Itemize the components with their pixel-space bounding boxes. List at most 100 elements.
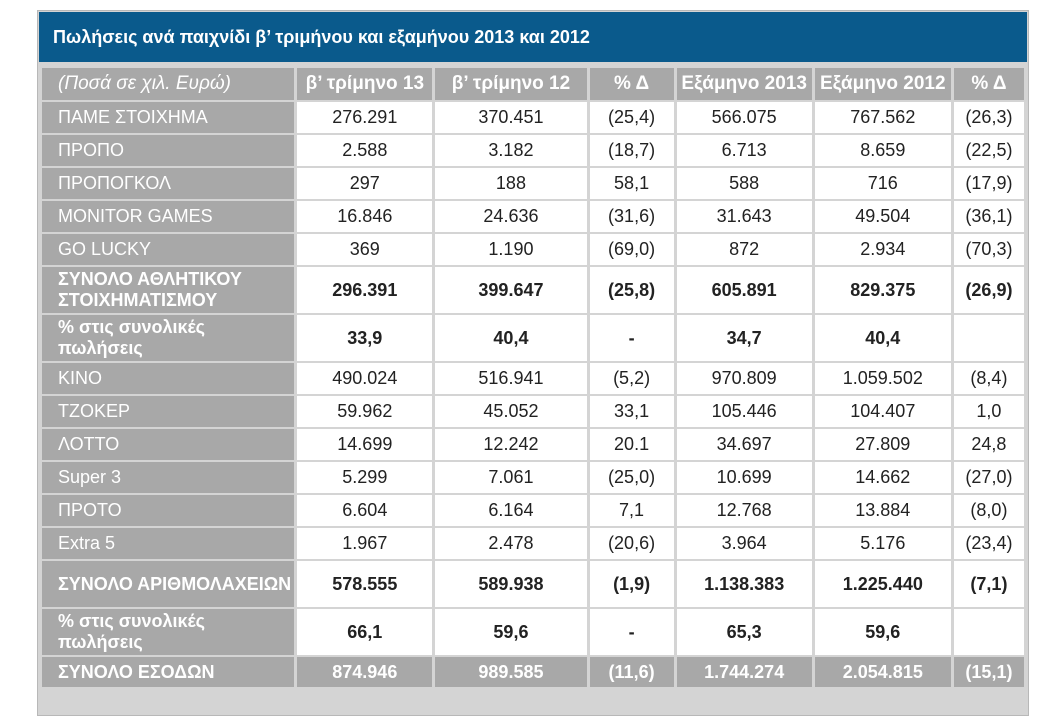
q2-2013-value: 14.699: [297, 429, 433, 460]
half-2013-value: 65,3: [676, 609, 812, 655]
row-label: ΠΡΟΠΟ: [42, 135, 295, 166]
half-change-value: (22,5): [953, 135, 1024, 166]
q2-2012-value: 59,6: [435, 609, 587, 655]
half-change-value: 1,0: [953, 396, 1024, 427]
q2-2012-value: 24.636: [435, 201, 587, 232]
half-change-value: (26,9): [953, 267, 1024, 313]
half-2012-value: 14.662: [814, 462, 951, 493]
half-2012-value: 716: [814, 168, 951, 199]
half-change-value: (27,0): [953, 462, 1024, 493]
q2-2013-value: 59.962: [297, 396, 433, 427]
q2-2012-value: 7.061: [435, 462, 587, 493]
table-row: GO LUCKY 369 1.190 (69,0) 872 2.934 (70,3): [42, 234, 1024, 265]
quarter-change-value: (25,4): [589, 102, 674, 133]
q2-2012-value: 3.182: [435, 135, 587, 166]
q2-2012-value: 45.052: [435, 396, 587, 427]
row-label: ΣΥΝΟΛΟ ΑΡΙΘΜΟΛΑΧΕΙΩΝ: [42, 561, 295, 607]
half-2012-value: 2.054.815: [814, 657, 951, 687]
q2-2013-value: 33,9: [297, 315, 433, 361]
quarter-change-value: (5,2): [589, 363, 674, 394]
half-2013-value: 1.138.383: [676, 561, 812, 607]
quarter-change-value: -: [589, 609, 674, 655]
half-2012-value: 27.809: [814, 429, 951, 460]
q2-2013-value: 6.604: [297, 495, 433, 526]
header-units: (Ποσά σε χιλ. Ευρώ): [42, 68, 295, 100]
row-label: ΠΑΜΕ ΣΤΟΙΧΗΜΑ: [42, 102, 295, 133]
row-label: ΣΥΝΟΛΟ ΕΣΟΔΩΝ: [42, 657, 295, 687]
q2-2012-value: 989.585: [435, 657, 587, 687]
quarter-change-value: -: [589, 315, 674, 361]
half-2013-value: 10.699: [676, 462, 812, 493]
quarter-change-value: (25,0): [589, 462, 674, 493]
quarter-change-value: 20.1: [589, 429, 674, 460]
half-change-value: (26,3): [953, 102, 1024, 133]
half-2012-value: 13.884: [814, 495, 951, 526]
half-2013-value: 12.768: [676, 495, 812, 526]
row-label: Super 3: [42, 462, 295, 493]
quarter-change-value: (11,6): [589, 657, 674, 687]
row-label: MONITOR GAMES: [42, 201, 295, 232]
row-label: ΣΥΝΟΛΟ ΑΘΛΗΤΙΚΟΥ ΣΤΟΙΧΗΜΑΤΙΣΜΟΥ: [42, 267, 295, 313]
total-row: ΣΥΝΟΛΟ ΕΣΟΔΩΝ 874.946 989.585 (11,6) 1.744.2…: [42, 657, 1024, 687]
row-label: ΤΖΟΚΕΡ: [42, 396, 295, 427]
q2-2013-value: 578.555: [297, 561, 433, 607]
quarter-change-value: 33,1: [589, 396, 674, 427]
row-label: ΠΡΟΤΟ: [42, 495, 295, 526]
q2-2012-value: 6.164: [435, 495, 587, 526]
quarter-change-value: (18,7): [589, 135, 674, 166]
quarter-change-value: (69,0): [589, 234, 674, 265]
table-row: ΠΡΟΤΟ 6.604 6.164 7,1 12.768 13.884 (8,0): [42, 495, 1024, 526]
q2-2013-value: 490.024: [297, 363, 433, 394]
q2-2013-value: 66,1: [297, 609, 433, 655]
row-label: ΛΟΤΤΟ: [42, 429, 295, 460]
q2-2012-value: 1.190: [435, 234, 587, 265]
row-label: ΚΙΝΟ: [42, 363, 295, 394]
quarter-change-value: (25,8): [589, 267, 674, 313]
header-half-2012: Εξάμηνο 2012: [814, 68, 951, 100]
half-2012-value: 1.225.440: [814, 561, 951, 607]
q2-2013-value: 296.391: [297, 267, 433, 313]
half-change-value: (8,4): [953, 363, 1024, 394]
row-label: % στις συνολικές πωλήσεις: [42, 315, 295, 361]
q2-2013-value: 16.846: [297, 201, 433, 232]
q2-2013-value: 5.299: [297, 462, 433, 493]
row-label: Extra 5: [42, 528, 295, 559]
half-2012-value: 49.504: [814, 201, 951, 232]
half-2012-value: 829.375: [814, 267, 951, 313]
table-row: ΣΥΝΟΛΟ ΑΘΛΗΤΙΚΟΥ ΣΤΟΙΧΗΜΑΤΙΣΜΟΥ 296.391 39…: [42, 267, 1024, 313]
row-label: % στις συνολικές πωλήσεις: [42, 609, 295, 655]
half-change-value: (8,0): [953, 495, 1024, 526]
table-row: % στις συνολικές πωλήσεις 66,1 59,6-65,3 59…: [42, 609, 1024, 655]
quarter-change-value: 7,1: [589, 495, 674, 526]
half-2012-value: 104.407: [814, 396, 951, 427]
q2-2012-value: 188: [435, 168, 587, 199]
row-label: ΠΡΟΠΟΓΚΟΛ: [42, 168, 295, 199]
table-row: % στις συνολικές πωλήσεις 33,9 40,4-34,7 40…: [42, 315, 1024, 361]
half-2013-value: 31.643: [676, 201, 812, 232]
quarter-change-value: 58,1: [589, 168, 674, 199]
header-half-2013: Εξάμηνο 2013: [676, 68, 812, 100]
table-row: MONITOR GAMES 16.846 24.636 (31,6) 31.643 49.…: [42, 201, 1024, 232]
half-change-value: (70,3): [953, 234, 1024, 265]
quarter-change-value: (1,9): [589, 561, 674, 607]
half-change-value: 24,8: [953, 429, 1024, 460]
half-change-value: (23,4): [953, 528, 1024, 559]
table-row: ΚΙΝΟ 490.024 516.941 (5,2) 970.809 1.059.502(…: [42, 363, 1024, 394]
half-2013-value: 6.713: [676, 135, 812, 166]
header-q2-2013: β’ τρίμηνο 13: [297, 68, 433, 100]
q2-2012-value: 2.478: [435, 528, 587, 559]
half-change-value: (15,1): [953, 657, 1024, 687]
header-q2-2012: β’ τρίμηνο 12: [435, 68, 587, 100]
half-2012-value: 2.934: [814, 234, 951, 265]
q2-2012-value: 589.938: [435, 561, 587, 607]
q2-2013-value: 297: [297, 168, 433, 199]
table-row: ΠΑΜΕ ΣΤΟΙΧΗΜΑ 276.291 370.451 (25,4) 566.075…: [42, 102, 1024, 133]
q2-2013-value: 874.946: [297, 657, 433, 687]
half-2012-value: 8.659: [814, 135, 951, 166]
header-quarter-change: % Δ: [589, 68, 674, 100]
table-row: Extra 5 1.967 2.478 (20,6) 3.964 5.176 (23,4): [42, 528, 1024, 559]
table-row: ΠΡΟΠΟ 2.588 3.182 (18,7) 6.713 8.659 (22,5): [42, 135, 1024, 166]
header-row: (Ποσά σε χιλ. Ευρώ) β’ τρίμηνο 13 β’ τρί…: [42, 68, 1024, 100]
half-2012-value: 59,6: [814, 609, 951, 655]
half-2013-value: 566.075: [676, 102, 812, 133]
